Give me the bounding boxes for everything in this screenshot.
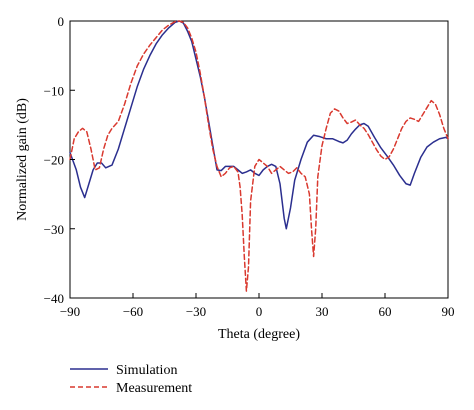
- y-tick-label: −30: [44, 222, 64, 237]
- y-axis-label: Normalized gain (dB): [15, 98, 30, 221]
- x-tick-label: −90: [60, 304, 80, 319]
- series-line-measurement: [69, 20, 449, 292]
- x-axis-label: Theta (degree): [218, 327, 300, 342]
- y-tick-label: 0: [58, 14, 65, 29]
- legend-label-measurement: Measurement: [116, 381, 192, 396]
- x-tick-label: 30: [316, 304, 329, 319]
- x-tick-label: 90: [442, 304, 455, 319]
- y-tick-label: −20: [44, 153, 64, 168]
- legend: Simulation Measurement: [70, 363, 192, 396]
- y-tick-label: −10: [44, 83, 64, 98]
- x-tick-label: −60: [123, 304, 143, 319]
- legend-label-simulation: Simulation: [116, 363, 177, 378]
- x-tick-label: −30: [186, 304, 206, 319]
- y-tick-label: −40: [44, 291, 64, 306]
- series-group: [69, 20, 449, 292]
- series-line-simulation: [69, 20, 449, 230]
- x-tick-label: 60: [379, 304, 392, 319]
- x-tick-label: 0: [256, 304, 263, 319]
- ticks-group: −90 −60 −30 0 30 60 90 0 −10 −20 −30 −40: [44, 14, 455, 319]
